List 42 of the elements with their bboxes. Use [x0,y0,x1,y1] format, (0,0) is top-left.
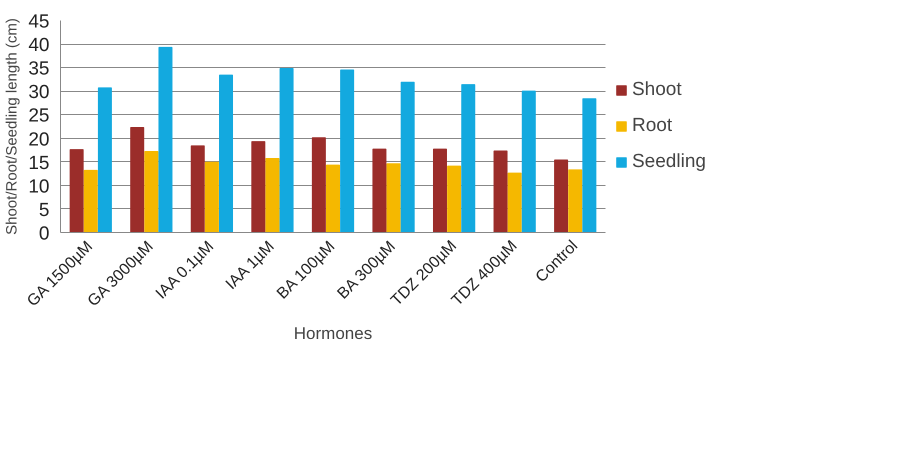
bar [432,148,447,232]
y-tick-label: 0 [38,224,50,244]
y-tick-label: 15 [28,152,50,174]
bar [340,69,354,232]
bar [400,82,415,232]
bar [130,126,144,232]
legend-label: Shoot [632,79,682,101]
y-tick-label: 25 [28,106,50,127]
bar [219,74,234,232]
y-tick-label: 40 [28,35,50,56]
bar [386,163,401,232]
legend-label: Seedling [632,151,706,173]
bar [461,84,476,232]
bar [158,46,172,232]
y-tick-label: 20 [28,129,50,150]
bar [98,87,112,232]
y-tick-label: 5 [38,200,50,221]
y-axis-title: Shoot/Root/Seedling length (cm) [3,18,20,235]
legend-label: Root [632,115,672,137]
bar [554,159,568,232]
bar [372,148,386,232]
bar [522,90,536,232]
bar [326,164,340,232]
bar [265,158,280,232]
bar [204,162,219,232]
bar [494,150,508,232]
y-tick-label: 30 [28,82,50,104]
bar [190,145,205,232]
y-tick-label: 45 [28,12,50,32]
bar [582,98,596,232]
bar [508,172,522,232]
bar [568,169,582,232]
bar [251,141,266,232]
y-tick-label: 10 [28,176,50,198]
bar [84,170,98,232]
x-axis-title: Hormones [294,324,372,344]
bar [144,150,158,232]
bar [447,166,462,232]
bar [70,149,84,232]
y-tick-label: 35 [28,58,50,80]
bar [280,68,294,232]
bar [312,137,326,232]
